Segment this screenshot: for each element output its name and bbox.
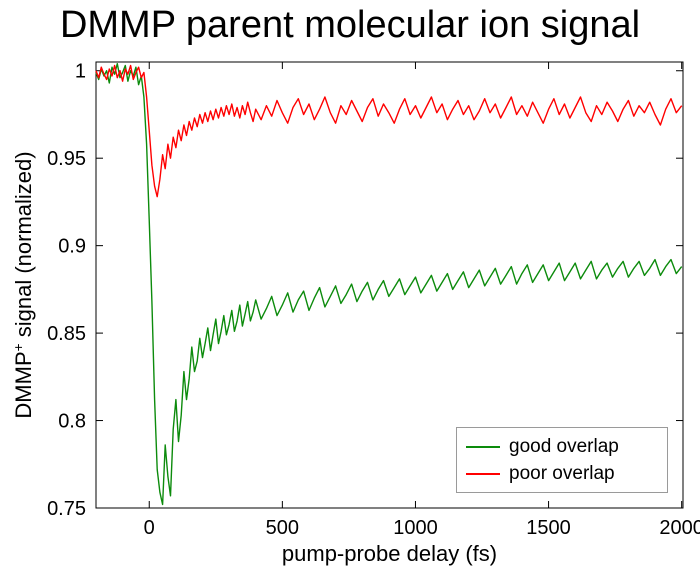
y-tick-label: 0.75 [47, 498, 86, 520]
series-line-good-overlap [95, 63, 683, 506]
y-tick-label: 0.95 [47, 148, 86, 170]
legend-entry-poor-overlap: poor overlap [466, 460, 658, 487]
x-tick-label: 0 [144, 517, 155, 539]
y-axis-label-prefix: DMMP [11, 351, 37, 419]
y-axis-label: DMMP+ signal (normalized) [11, 151, 37, 418]
legend-label-poor-overlap: poor overlap [509, 462, 615, 484]
legend-line-swatch-green [466, 445, 500, 448]
x-tick-label: 500 [266, 517, 299, 539]
x-axis-label: pump-probe delay (fs) [281, 541, 498, 566]
legend-label-good-overlap: good overlap [509, 435, 619, 457]
y-tick-label: 1 [75, 61, 86, 83]
series-line-poor-overlap [95, 64, 683, 198]
y-axis-label-suffix: signal (normalized) [11, 151, 37, 344]
y-tick-label: 0.8 [58, 411, 86, 433]
legend-line-swatch-red [466, 472, 500, 475]
legend-entry-good-overlap: good overlap [466, 433, 658, 460]
x-tick-label: 2000 [659, 517, 700, 539]
legend-box: good overlap poor overlap [456, 427, 668, 493]
x-tick-label: 1500 [526, 517, 571, 539]
y-tick-label: 0.85 [47, 323, 86, 345]
x-tick-label: 1000 [393, 517, 438, 539]
y-axis-label-superscript: + [10, 343, 26, 352]
chart-title: DMMP parent molecular ion signal [59, 4, 641, 46]
y-tick-label: 0.9 [58, 236, 86, 258]
